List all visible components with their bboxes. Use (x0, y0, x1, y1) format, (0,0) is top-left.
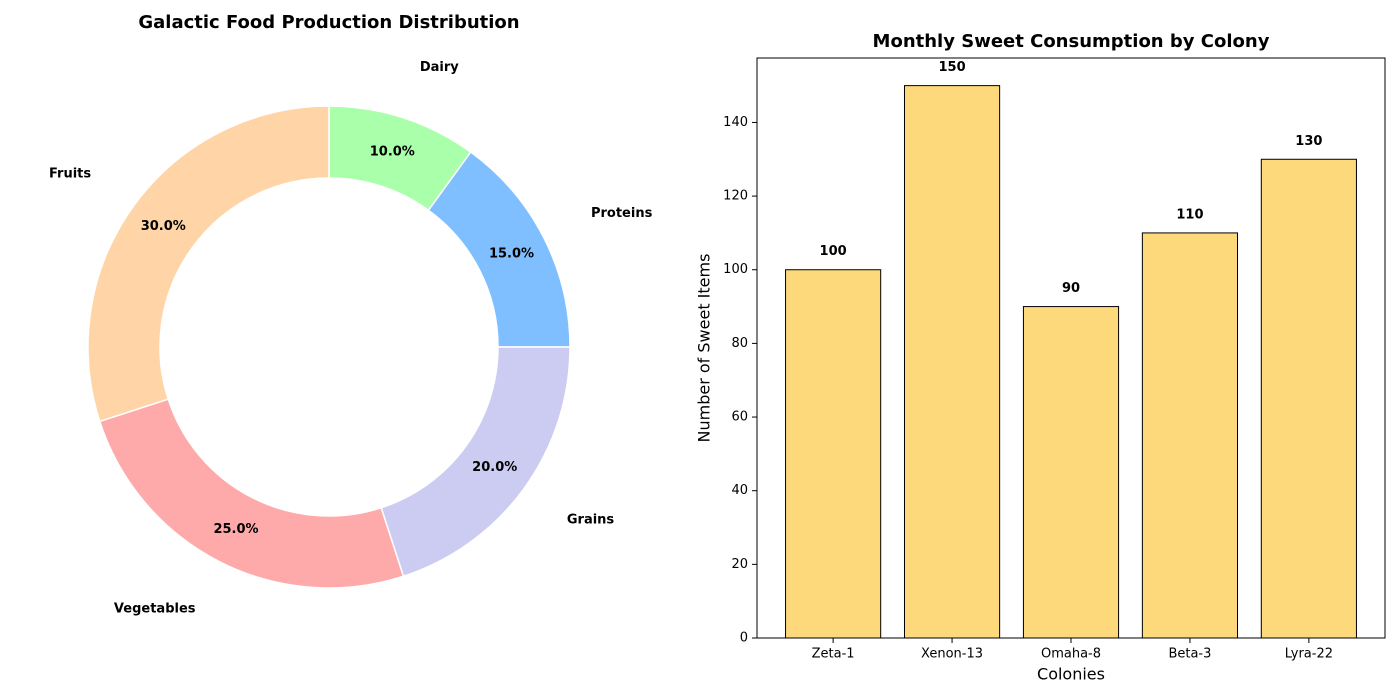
x-tick-label: Lyra-22 (1285, 647, 1333, 662)
pie-wedge (87, 105, 330, 423)
bar-value-label: 110 (1176, 207, 1203, 222)
y-axis-label: Number of Sweet Items (695, 254, 714, 443)
bar-value-label: 150 (938, 60, 965, 75)
y-tick-label: 100 (723, 262, 748, 277)
pie-wedge (380, 346, 571, 578)
bar-value-label: 130 (1295, 134, 1322, 149)
x-tick-label: Omaha-8 (1041, 647, 1101, 662)
x-tick-label: Zeta-1 (812, 647, 855, 662)
bar-title: Monthly Sweet Consumption by Colony (873, 31, 1270, 52)
pie-value-label: 15.0% (489, 247, 534, 262)
pie-value-label: 30.0% (141, 219, 186, 234)
bar (903, 85, 1001, 639)
pie-title: Galactic Food Production Distribution (138, 12, 519, 33)
bar-value-label: 90 (1062, 281, 1080, 296)
plot-frame (756, 57, 1386, 639)
pie-label: Fruits (49, 167, 91, 182)
pie-label: Vegetables (114, 601, 196, 616)
y-tick-label: 120 (723, 189, 748, 204)
bar (1141, 232, 1239, 639)
bar (1022, 306, 1120, 639)
pie-label: Dairy (420, 60, 459, 75)
y-tick-label: 40 (731, 483, 748, 498)
x-axis-label: Colonies (1037, 665, 1105, 684)
y-tick-label: 20 (731, 557, 748, 572)
bar-value-label: 100 (820, 244, 847, 259)
pie-wedge (98, 398, 405, 589)
pie-value-label: 20.0% (472, 460, 517, 475)
pie-value-label: 25.0% (213, 522, 258, 537)
bar (785, 269, 882, 639)
x-tick-label: Xenon-13 (921, 647, 983, 662)
pie-value-label: 10.0% (370, 145, 415, 160)
pie-label: Proteins (591, 206, 653, 221)
y-tick-label: 60 (731, 410, 748, 425)
y-tick-label: 0 (740, 631, 748, 646)
y-tick-label: 140 (723, 115, 748, 130)
x-tick-label: Beta-3 (1168, 647, 1211, 662)
pie-label: Grains (567, 512, 615, 527)
y-tick-label: 80 (731, 336, 748, 351)
bar (1260, 158, 1357, 639)
